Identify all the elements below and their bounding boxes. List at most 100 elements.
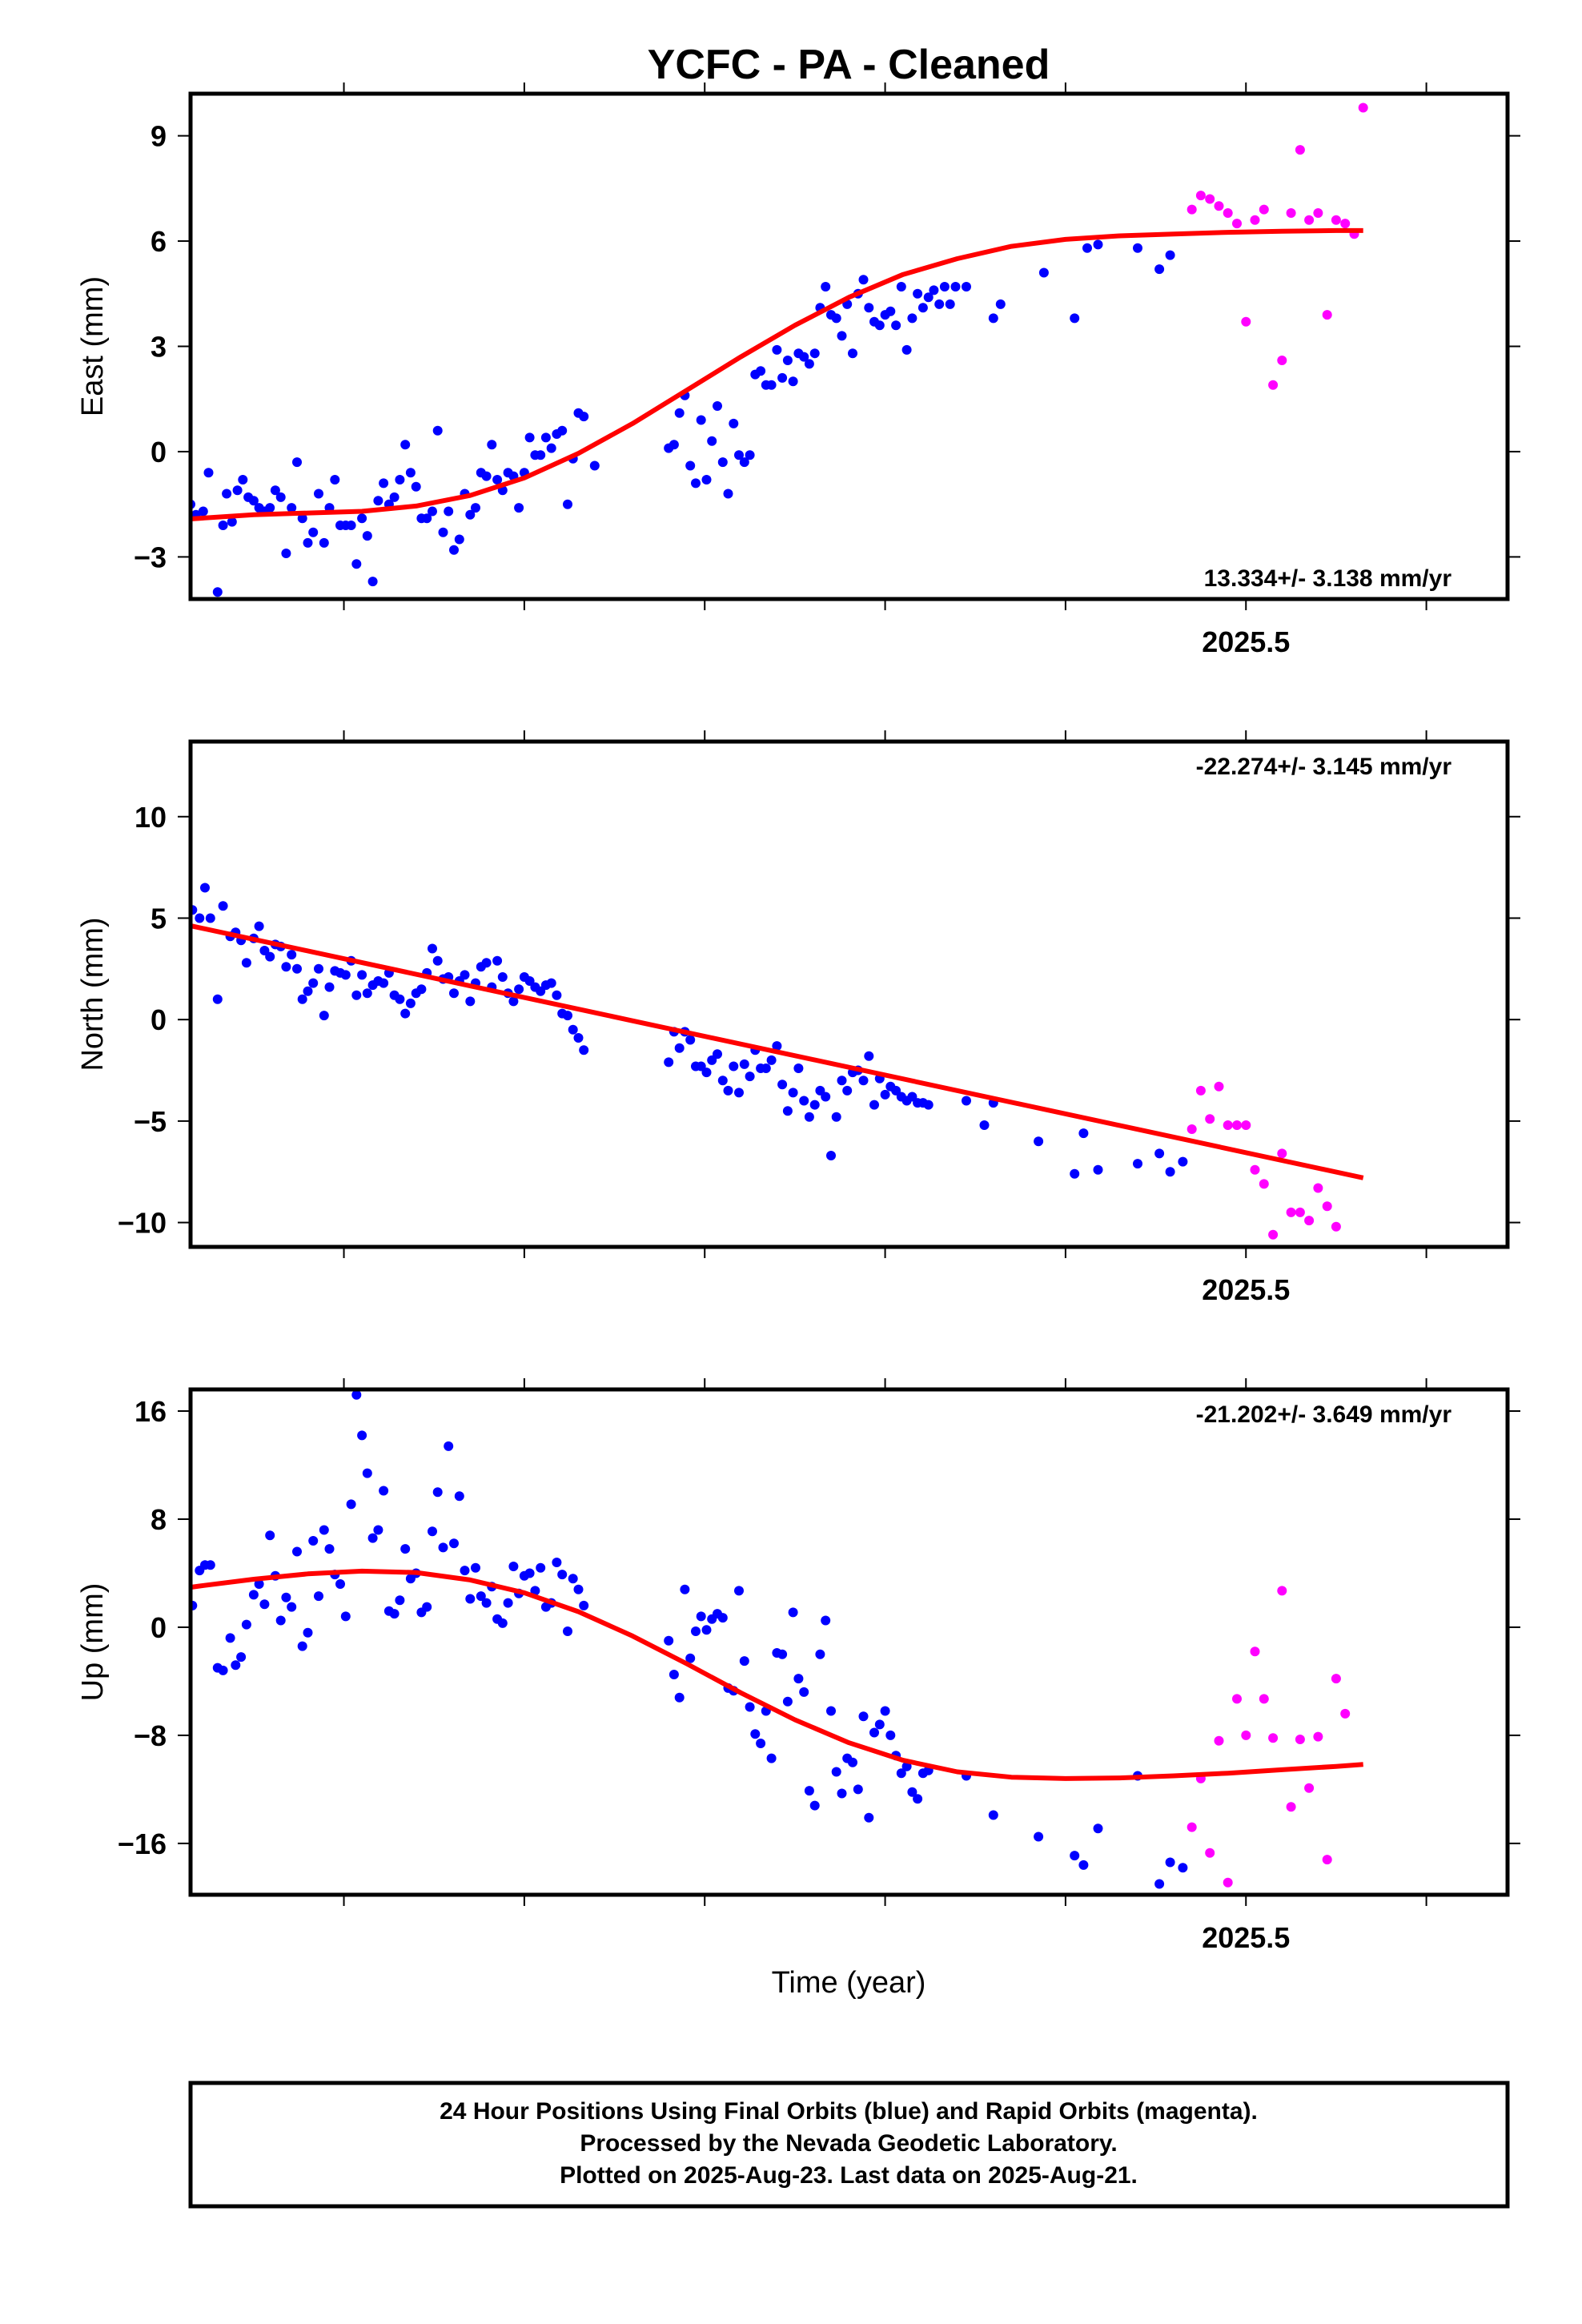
east-final-point [362, 531, 372, 541]
footer-line-3: Plotted on 2025-Aug-23. Last data on 202… [560, 2162, 1138, 2189]
up-final-point [379, 1486, 389, 1496]
north-rapid-point [1286, 1207, 1296, 1217]
up-final-point [373, 1525, 383, 1535]
east-frame [188, 91, 1510, 601]
up-final-point [788, 1607, 798, 1618]
up-rapid-point [1277, 1586, 1287, 1596]
north-final-point [297, 994, 307, 1004]
north-final-point [701, 1068, 712, 1078]
north-final-point [241, 958, 251, 968]
east-y-tick-label: 9 [151, 120, 167, 153]
figure-title: YCFC - PA - Cleaned [648, 42, 1050, 88]
up-final-point [362, 1468, 372, 1478]
east-final-point [389, 492, 400, 502]
east-final-point [281, 549, 291, 558]
east-final-point [929, 285, 939, 296]
north-final-point [395, 994, 405, 1004]
north-final-point [837, 1076, 847, 1086]
up-final-point [664, 1635, 674, 1646]
up-y-tick-label: −16 [118, 1827, 167, 1860]
east-final-point [1070, 313, 1080, 324]
up-final-point [508, 1562, 519, 1571]
up-final-point [297, 1641, 307, 1651]
north-final-point [308, 978, 319, 988]
north-final-point [777, 1080, 788, 1090]
east-final-point [563, 499, 572, 509]
east-final-point [896, 282, 906, 292]
north-final-point [362, 988, 372, 999]
up-rapid-point [1223, 1877, 1233, 1888]
up-final-point [225, 1633, 235, 1643]
east-final-point [950, 282, 961, 292]
east-rapid-point [1358, 103, 1368, 113]
up-final-point [1034, 1831, 1044, 1842]
north-final-point [788, 1088, 798, 1098]
east-final-point [400, 440, 411, 450]
east-final-point [492, 475, 503, 485]
up-final-point [782, 1696, 793, 1707]
east-final-point [308, 527, 319, 537]
east-final-point [723, 489, 733, 499]
up-final-point [837, 1788, 847, 1799]
east-final-point [799, 352, 809, 362]
up-final-point [685, 1653, 696, 1663]
east-panel: 2025.5 −3 0 3 6 9 East (mm) 13.334+/- 3.138 mm/… [76, 82, 1520, 658]
up-final-point [1154, 1879, 1165, 1889]
east-rapid-point [1241, 316, 1251, 327]
north-final-point [793, 1063, 804, 1073]
up-final-point [454, 1491, 464, 1502]
east-final-point [579, 412, 589, 422]
east-final-point [885, 306, 896, 316]
north-rapid-point [1259, 1179, 1269, 1189]
north-final-point [962, 1096, 971, 1106]
up-final-point [579, 1600, 589, 1610]
north-final-point [713, 1049, 722, 1059]
north-final-point [168, 938, 178, 947]
footer-line-1: 24 Hour Positions Using Final Orbits (bl… [440, 2098, 1258, 2125]
north-final-point [563, 1011, 572, 1021]
east-final-point [669, 440, 679, 450]
up-final-point [563, 1626, 572, 1636]
east-final-point [988, 313, 998, 324]
north-rapid-point [1250, 1164, 1260, 1175]
up-final-point [1165, 1857, 1175, 1868]
up-final-point [734, 1586, 744, 1596]
up-final-point [756, 1739, 766, 1748]
up-final-point [351, 1389, 362, 1400]
east-y-tick-label: 6 [151, 225, 167, 258]
up-final-point [717, 1613, 728, 1623]
north-final-point [546, 978, 556, 988]
north-final-point [799, 1096, 809, 1106]
up-final-point [449, 1538, 459, 1549]
north-final-point [400, 1008, 411, 1019]
up-final-point [275, 1615, 286, 1626]
east-final-point [691, 478, 701, 489]
east-final-point [265, 503, 275, 513]
east-y-tick-label: 0 [151, 436, 167, 468]
up-final-point [573, 1584, 584, 1594]
north-final-point [492, 955, 503, 966]
up-rapid-point [1241, 1730, 1251, 1740]
east-final-point [218, 521, 228, 530]
up-final-point [674, 1692, 685, 1703]
north-final-point [314, 963, 323, 974]
east-final-point [444, 506, 454, 517]
up-y-tick-label: 8 [151, 1503, 167, 1536]
east-final-point [357, 513, 367, 524]
east-final-point [297, 513, 307, 524]
north-y-tick-label: −10 [118, 1207, 167, 1240]
up-final-point [340, 1611, 351, 1622]
north-x-tick-label: 2025.5 [1202, 1273, 1290, 1306]
up-final-point [400, 1544, 411, 1554]
up-final-point [524, 1568, 535, 1578]
east-final-point [428, 506, 437, 517]
north-final-point [151, 889, 161, 899]
north-final-point [449, 988, 459, 999]
north-y-tick-label: 10 [135, 801, 167, 834]
north-final-point [1070, 1168, 1080, 1179]
north-final-point [761, 1063, 771, 1073]
up-final-point [1070, 1851, 1080, 1861]
east-final-point [422, 513, 432, 524]
up-frame [188, 1387, 1510, 1897]
east-final-point [471, 503, 480, 513]
